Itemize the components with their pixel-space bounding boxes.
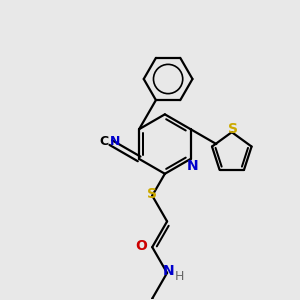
Text: C: C	[100, 135, 109, 148]
Text: N: N	[186, 159, 198, 173]
Text: S: S	[228, 122, 238, 136]
Text: N: N	[110, 135, 120, 148]
Text: N: N	[163, 264, 174, 278]
Text: H: H	[175, 270, 184, 283]
Text: O: O	[135, 239, 147, 253]
Text: S: S	[147, 187, 157, 201]
